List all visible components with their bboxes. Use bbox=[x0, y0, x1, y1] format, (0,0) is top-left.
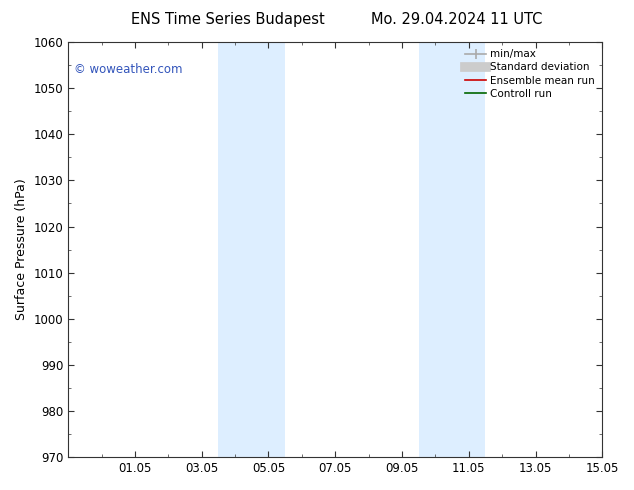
Y-axis label: Surface Pressure (hPa): Surface Pressure (hPa) bbox=[15, 179, 28, 320]
Text: ENS Time Series Budapest: ENS Time Series Budapest bbox=[131, 12, 325, 27]
Bar bbox=[218, 42, 285, 457]
Bar bbox=[418, 42, 486, 457]
Text: © woweather.com: © woweather.com bbox=[74, 63, 182, 76]
Legend: min/max, Standard deviation, Ensemble mean run, Controll run: min/max, Standard deviation, Ensemble me… bbox=[461, 45, 599, 103]
Text: Mo. 29.04.2024 11 UTC: Mo. 29.04.2024 11 UTC bbox=[371, 12, 542, 27]
